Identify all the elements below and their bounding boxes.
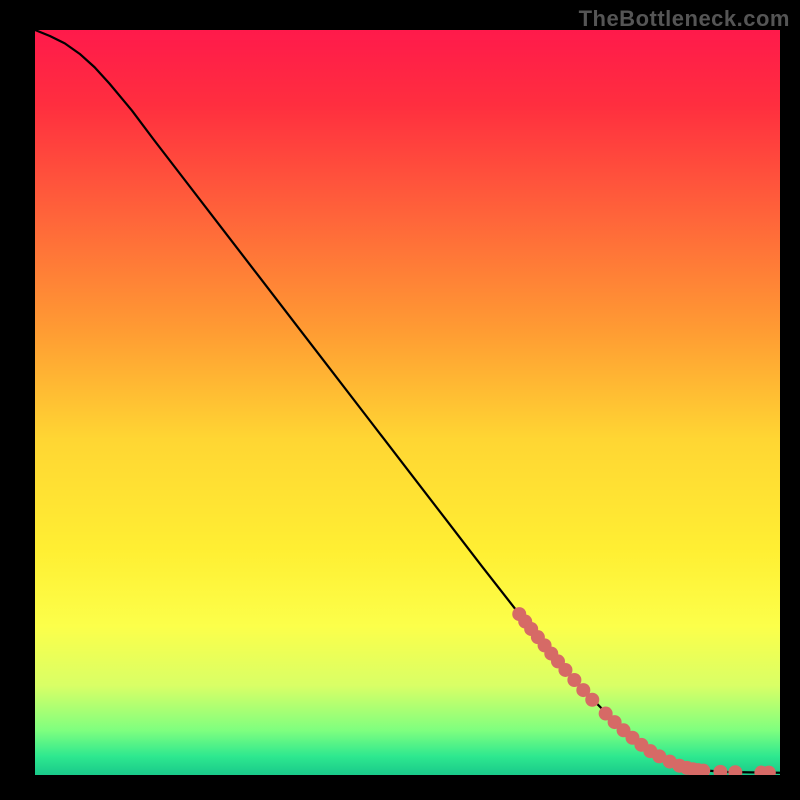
chart-background [35, 30, 780, 775]
chart-svg [35, 30, 780, 775]
watermark-text: TheBottleneck.com [579, 6, 790, 32]
chart-plot-area [35, 30, 780, 775]
scatter-point [585, 693, 599, 707]
